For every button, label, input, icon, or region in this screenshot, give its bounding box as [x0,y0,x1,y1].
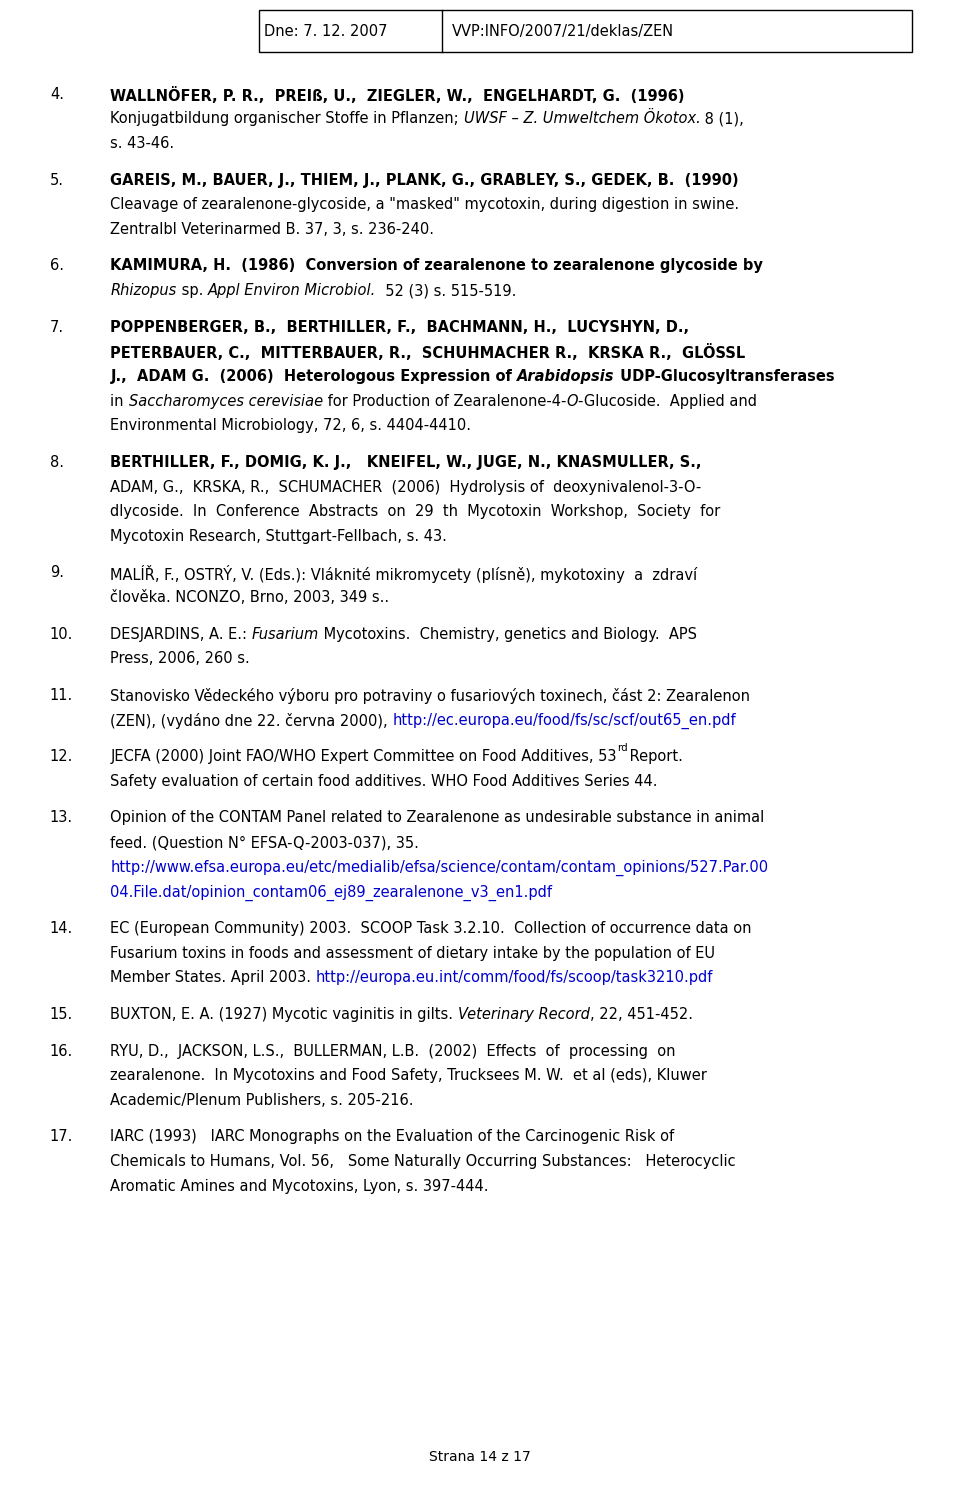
Text: 52 (3) s. 515-519.: 52 (3) s. 515-519. [376,282,516,299]
Text: Veterinary Record: Veterinary Record [458,1007,589,1022]
Text: Environmental Microbiology, 72, 6, s. 4404-4410.: Environmental Microbiology, 72, 6, s. 44… [110,418,471,433]
Text: -Glucoside.  Applied and: -Glucoside. Applied and [578,393,756,409]
Text: http://europa.eu.int/comm/food/fs/scoop/task3210.pdf: http://europa.eu.int/comm/food/fs/scoop/… [316,970,713,986]
Text: UDP-Glucosyltransferases: UDP-Glucosyltransferases [615,369,834,384]
Text: 11.: 11. [50,687,73,704]
Text: Mycotoxin Research, Stuttgart-Fellbach, s. 43.: Mycotoxin Research, Stuttgart-Fellbach, … [110,529,447,544]
Text: 15.: 15. [50,1007,73,1022]
Text: Zentralbl Veterinarmed B. 37, 3, s. 236-240.: Zentralbl Veterinarmed B. 37, 3, s. 236-… [110,221,434,238]
Text: Stanovisko Vědeckého výboru pro potraviny o fusariových toxinech, část 2: Zearal: Stanovisko Vědeckého výboru pro potravin… [110,687,751,704]
Text: Saccharomyces cerevisiae: Saccharomyces cerevisiae [129,393,323,409]
Text: PETERBAUER, C.,  MITTERBAUER, R.,  SCHUHMACHER R.,  KRSKA R.,  GLÖSSL: PETERBAUER, C., MITTERBAUER, R., SCHUHMA… [110,344,746,362]
Text: 8 (1),: 8 (1), [701,112,744,127]
Text: 04.File.dat/opinion_contam06_ej89_zearalenone_v3_en1.pdf: 04.File.dat/opinion_contam06_ej89_zearal… [110,884,552,901]
Text: MALÍŘ, F., OSTRÝ, V. (Eds.): Vláknité mikromycety (plísně), mykotoxiny  a  zdrav: MALÍŘ, F., OSTRÝ, V. (Eds.): Vláknité mi… [110,565,698,584]
Text: feed. (Question N° EFSA-Q-2003-037), 35.: feed. (Question N° EFSA-Q-2003-037), 35. [110,835,420,850]
Text: Report.: Report. [625,748,683,765]
Text: Safety evaluation of certain food additives. WHO Food Additives Series 44.: Safety evaluation of certain food additi… [110,774,658,789]
Text: s. 43-46.: s. 43-46. [110,136,175,151]
Text: rd: rd [617,743,628,753]
Text: (ZEN), (vydáno dne 22. června 2000),: (ZEN), (vydáno dne 22. června 2000), [110,713,393,729]
Text: KAMIMURA, H.  (1986)  Conversion of zearalenone to zearalenone glycoside by: KAMIMURA, H. (1986) Conversion of zearal… [110,258,763,273]
Text: Konjugatbildung organischer Stoffe in Pflanzen;: Konjugatbildung organischer Stoffe in Pf… [110,112,464,127]
Text: , 22, 451-452.: , 22, 451-452. [589,1007,693,1022]
Text: in: in [110,393,129,409]
Text: Rhizopus: Rhizopus [110,282,177,299]
Text: BERTHILLER, F., DOMIG, K. J.,   KNEIFEL, W., JUGE, N., KNASMULLER, S.,: BERTHILLER, F., DOMIG, K. J., KNEIFEL, W… [110,454,702,471]
Text: Appl Environ Microbiol.: Appl Environ Microbiol. [207,282,376,299]
Text: for Production of Zearalenone-4-: for Production of Zearalenone-4- [323,393,566,409]
Text: Strana 14 z 17: Strana 14 z 17 [429,1449,531,1464]
Text: 7.: 7. [50,320,64,335]
Text: Arabidopsis: Arabidopsis [517,369,615,384]
Text: 4.: 4. [50,87,64,102]
Text: zearalenone.  In Mycotoxins and Food Safety, Trucksees M. W.  et al (eds), Kluwe: zearalenone. In Mycotoxins and Food Safe… [110,1068,708,1083]
Text: 12.: 12. [50,748,73,765]
Text: GAREIS, M., BAUER, J., THIEM, J., PLANK, G., GRABLEY, S., GEDEK, B.  (1990): GAREIS, M., BAUER, J., THIEM, J., PLANK,… [110,173,739,188]
Text: RYU, D.,  JACKSON, L.S.,  BULLERMAN, L.B.  (2002)  Effects  of  processing  on: RYU, D., JACKSON, L.S., BULLERMAN, L.B. … [110,1043,676,1059]
Text: BUXTON, E. A. (1927) Mycotic vaginitis in gilts.: BUXTON, E. A. (1927) Mycotic vaginitis i… [110,1007,458,1022]
Text: 8.: 8. [50,454,64,471]
Text: http://ec.europa.eu/food/fs/sc/scf/out65_en.pdf: http://ec.europa.eu/food/fs/sc/scf/out65… [393,713,736,729]
Text: 14.: 14. [50,920,73,937]
Text: sp.: sp. [177,282,207,299]
Text: Press, 2006, 260 s.: Press, 2006, 260 s. [110,651,251,666]
Text: 6.: 6. [50,258,64,273]
Text: 5.: 5. [50,173,64,188]
Text: Aromatic Amines and Mycotoxins, Lyon, s. 397-444.: Aromatic Amines and Mycotoxins, Lyon, s.… [110,1179,489,1194]
Text: Fusarium toxins in foods and assessment of dietary intake by the population of E: Fusarium toxins in foods and assessment … [110,946,715,961]
Text: VVP:INFO/2007/21/deklas/ZEN: VVP:INFO/2007/21/deklas/ZEN [451,24,674,39]
Text: Mycotoxins.  Chemistry, genetics and Biology.  APS: Mycotoxins. Chemistry, genetics and Biol… [320,626,697,642]
Text: IARC (1993)   IARC Monographs on the Evaluation of the Carcinogenic Risk of: IARC (1993) IARC Monographs on the Evalu… [110,1129,675,1144]
Text: EC (European Community) 2003.  SCOOP Task 3.2.10.  Collection of occurrence data: EC (European Community) 2003. SCOOP Task… [110,920,752,937]
Text: JECFA (2000) Joint FAO/WHO Expert Committee on Food Additives, 53: JECFA (2000) Joint FAO/WHO Expert Commit… [110,748,617,765]
Bar [259,10,912,52]
Text: 17.: 17. [50,1129,73,1144]
Text: dlycoside.  In  Conference  Abstracts  on  29  th  Mycotoxin  Workshop,  Society: dlycoside. In Conference Abstracts on 29… [110,503,721,520]
Text: Cleavage of zearalenone-glycoside, a "masked" mycotoxin, during digestion in swi: Cleavage of zearalenone-glycoside, a "ma… [110,197,739,212]
Text: Chemicals to Humans, Vol. 56,   Some Naturally Occurring Substances:   Heterocyc: Chemicals to Humans, Vol. 56, Some Natur… [110,1153,736,1170]
Text: Fusarium: Fusarium [252,626,320,642]
Text: ADAM, G.,  KRSKA, R.,  SCHUMACHER  (2006)  Hydrolysis of  deoxynivalenol-3-O-: ADAM, G., KRSKA, R., SCHUMACHER (2006) H… [110,480,702,495]
Text: J.,  ADAM G.  (2006)  Heterologous Expression of: J., ADAM G. (2006) Heterologous Expressi… [110,369,517,384]
Text: Academic/Plenum Publishers, s. 205-216.: Academic/Plenum Publishers, s. 205-216. [110,1092,414,1109]
Text: Opinion of the CONTAM Panel related to Zearalenone as undesirable substance in a: Opinion of the CONTAM Panel related to Z… [110,810,765,826]
Text: O: O [566,393,578,409]
Text: POPPENBERGER, B.,  BERTHILLER, F.,  BACHMANN, H.,  LUCYSHYN, D.,: POPPENBERGER, B., BERTHILLER, F., BACHMA… [110,320,689,335]
Text: UWSF – Z. Umweltchem Ökotox.: UWSF – Z. Umweltchem Ökotox. [464,112,701,127]
Text: 16.: 16. [50,1043,73,1059]
Text: WALLNÖFER, P. R.,  PREIß, U.,  ZIEGLER, W.,  ENGELHARDT, G.  (1996): WALLNÖFER, P. R., PREIß, U., ZIEGLER, W.… [110,87,684,103]
Text: 13.: 13. [50,810,73,826]
Text: 9.: 9. [50,565,64,581]
Text: Dne: 7. 12. 2007: Dne: 7. 12. 2007 [264,24,388,39]
Text: http://www.efsa.europa.eu/etc/medialib/efsa/science/contam/contam_opinions/527.P: http://www.efsa.europa.eu/etc/medialib/e… [110,859,769,875]
Text: Member States. April 2003.: Member States. April 2003. [110,970,316,986]
Text: DESJARDINS, A. E.:: DESJARDINS, A. E.: [110,626,252,642]
Text: 10.: 10. [50,626,73,642]
Text: člověka. NCONZO, Brno, 2003, 349 s..: člověka. NCONZO, Brno, 2003, 349 s.. [110,590,390,605]
